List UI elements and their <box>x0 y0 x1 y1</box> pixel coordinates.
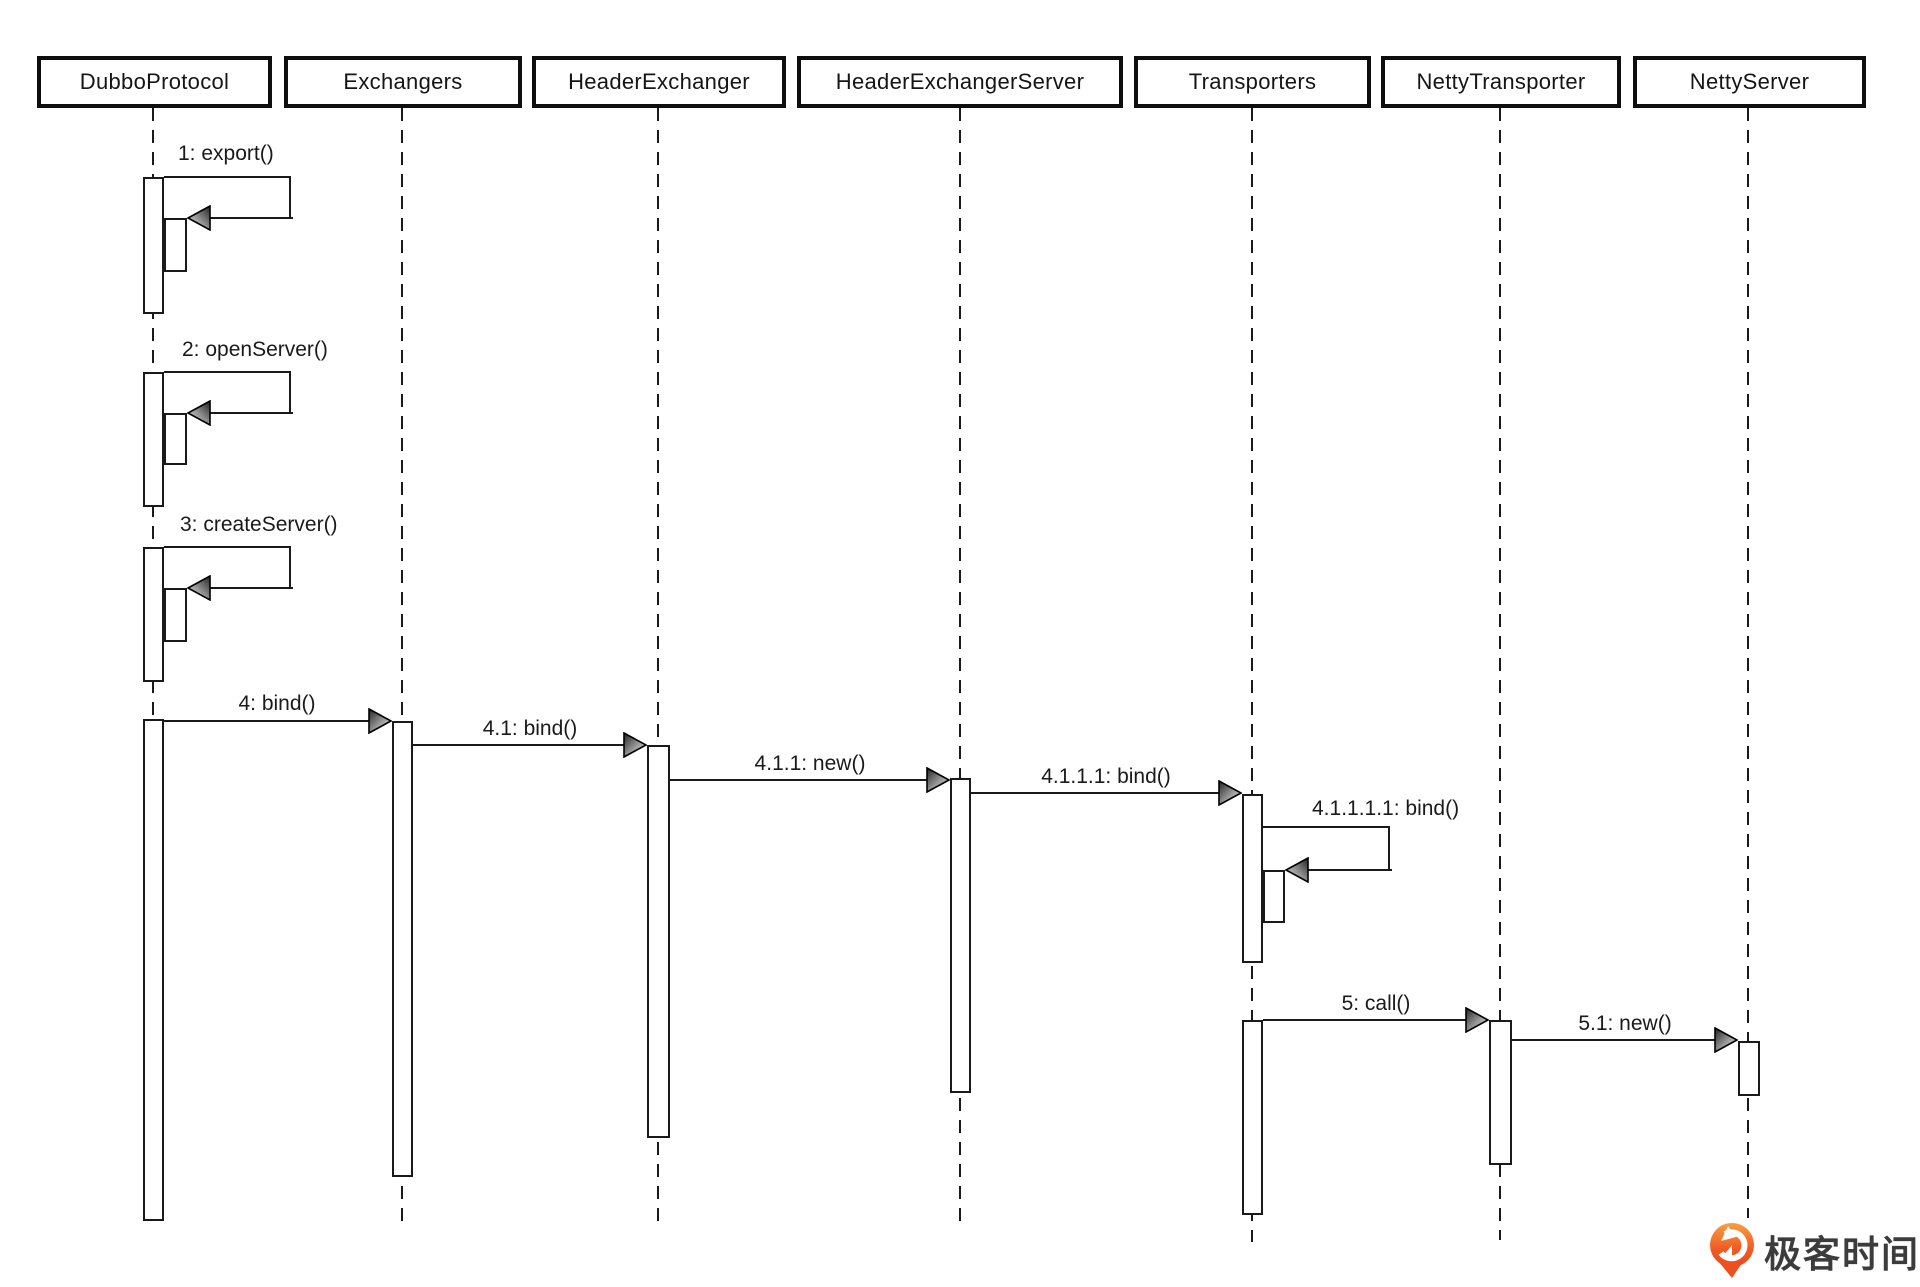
activation-bar-nettyserver <box>1738 1041 1760 1096</box>
self-message-line-side <box>1388 827 1390 870</box>
geektime-pin-icon <box>1710 1223 1754 1278</box>
message-label: 4: bind() <box>238 692 316 715</box>
lifeline-nettyserver <box>1747 108 1749 1218</box>
participant-box-nettytransporter: NettyTransporter <box>1381 56 1621 108</box>
participant-box-nettyserver: NettyServer <box>1633 56 1866 108</box>
activation-bar-dubboprotocol <box>143 547 164 682</box>
participant-box-dubboprotocol: DubboProtocol <box>37 56 272 108</box>
activation-bar-nested-dubboprotocol <box>164 218 187 272</box>
self-message-line-side <box>289 547 291 588</box>
self-message-line-return <box>205 587 293 589</box>
self-message-line-top <box>164 546 291 548</box>
activation-bar-nested-dubboprotocol <box>164 413 187 465</box>
participant-box-transporters: Transporters <box>1134 56 1371 108</box>
lifeline-exchangers <box>401 108 403 1228</box>
arrowhead-right-icon <box>1714 1027 1738 1053</box>
lifeline-nettytransporter <box>1499 108 1501 1240</box>
message-line <box>1263 1019 1483 1021</box>
activation-bar-exchangers <box>392 721 413 1177</box>
message-label: 5.1: new() <box>1578 1012 1672 1035</box>
activation-bar-headerexchanger <box>647 745 670 1138</box>
self-message-label: 1: export() <box>178 142 274 165</box>
message-line <box>971 792 1236 794</box>
arrowhead-right-icon <box>1218 780 1242 806</box>
activation-bar-nested-dubboprotocol <box>164 588 187 642</box>
participant-label: NettyServer <box>1689 69 1810 94</box>
message-line <box>1512 1039 1732 1041</box>
activation-bar-transporters <box>1242 1020 1263 1215</box>
self-message-line-side <box>289 177 291 218</box>
participant-label: DubboProtocol <box>79 69 230 94</box>
self-message-label: 4.1.1.1.1: bind() <box>1312 797 1460 820</box>
arrowhead-left-icon <box>187 400 211 426</box>
activation-bar-nettytransporter <box>1489 1020 1512 1165</box>
activation-bar-dubboprotocol <box>143 372 164 507</box>
lifeline-headerexchanger <box>657 108 659 1228</box>
arrowhead-right-icon <box>1465 1007 1489 1033</box>
self-message-line-return <box>1303 869 1392 871</box>
message-line <box>413 744 641 746</box>
arrowhead-right-icon <box>623 732 647 758</box>
participant-box-headerexchanger: HeaderExchanger <box>532 56 786 108</box>
message-line <box>670 779 944 781</box>
participant-label: HeaderExchanger <box>568 69 750 94</box>
participant-label: Transporters <box>1188 69 1317 94</box>
participant-label: Exchangers <box>343 69 463 94</box>
activation-bar-headerexchangerserver <box>950 778 971 1093</box>
arrowhead-right-icon <box>368 708 392 734</box>
self-message-line-top <box>164 176 291 178</box>
arrowhead-left-icon <box>187 205 211 231</box>
lifeline-headerexchangerserver <box>959 108 961 1228</box>
arrowhead-left-icon <box>187 575 211 601</box>
self-message-label: 2: openServer() <box>182 338 328 361</box>
message-line <box>164 720 386 722</box>
arrowhead-right-icon <box>926 767 950 793</box>
participant-label: HeaderExchangerServer <box>835 69 1085 94</box>
message-label: 4.1.1: new() <box>754 752 866 775</box>
self-message-line-return <box>205 217 293 219</box>
message-label: 4.1: bind() <box>482 717 578 740</box>
lifeline-transporters <box>1251 108 1253 1242</box>
activation-bar-nested-transporters <box>1263 870 1285 923</box>
participant-box-exchangers: Exchangers <box>284 56 522 108</box>
self-message-label: 3: createServer() <box>180 513 338 536</box>
participant-box-headerexchangerserver: HeaderExchangerServer <box>797 56 1123 108</box>
geektime-logo-text: 极客时间 <box>1764 1234 1920 1275</box>
arrowhead-left-icon <box>1285 857 1309 883</box>
self-message-line-top <box>1263 826 1390 828</box>
message-label: 4.1.1.1: bind() <box>1041 765 1171 788</box>
activation-bar-transporters <box>1242 794 1263 963</box>
self-message-line-side <box>289 372 291 413</box>
self-message-line-return <box>205 412 293 414</box>
geektime-watermark: 极客时间 <box>1708 1222 1920 1280</box>
self-message-line-top <box>164 371 291 373</box>
participant-label: NettyTransporter <box>1416 69 1586 94</box>
activation-bar-dubboprotocol <box>143 719 164 1221</box>
activation-bar-dubboprotocol <box>143 177 164 314</box>
message-label: 5: call() <box>1341 992 1411 1015</box>
